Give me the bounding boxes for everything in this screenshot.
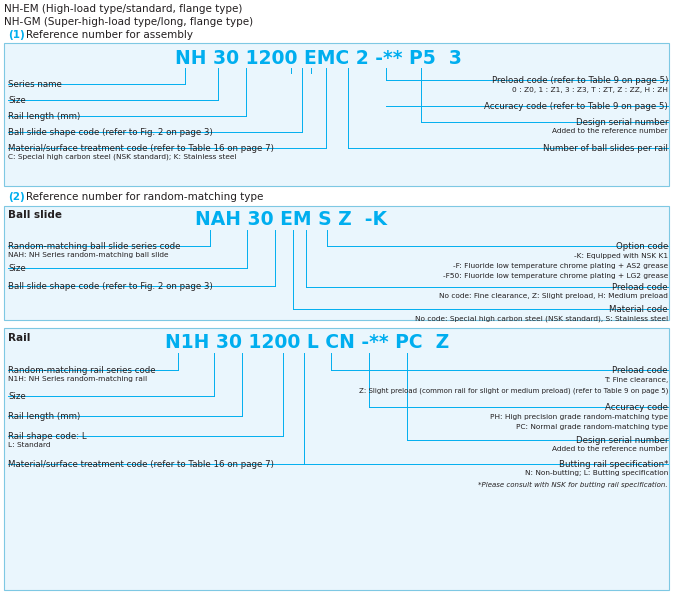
Text: Random-matching ball slide series code: Random-matching ball slide series code [8, 242, 180, 251]
Text: NAH 30 EM S Z  -K: NAH 30 EM S Z -K [195, 210, 387, 229]
Text: N1H: NH Series random-matching rail: N1H: NH Series random-matching rail [8, 376, 147, 382]
Bar [4, 43, 669, 186]
Text: Added to the reference number: Added to the reference number [553, 446, 668, 452]
Text: Z: Slight preload (common rail for slight or medium preload) (refer to Table 9 o: Z: Slight preload (common rail for sligh… [359, 387, 668, 394]
Bar [4, 206, 669, 320]
Text: NH-GM (Super-high-load type/long, flange type): NH-GM (Super-high-load type/long, flange… [4, 17, 253, 27]
Text: Size: Size [8, 392, 26, 401]
Text: Rail shape code: L: Rail shape code: L [8, 432, 87, 441]
Text: (1): (1) [8, 30, 25, 40]
Text: 0 : Z0, 1 : Z1, 3 : Z3, T : ZT, Z : ZZ, H : ZH: 0 : Z0, 1 : Z1, 3 : Z3, T : ZT, Z : ZZ, … [512, 87, 668, 93]
Bar [4, 328, 669, 590]
Text: -F: Fluoride low temperature chrome plating + AS2 grease: -F: Fluoride low temperature chrome plat… [453, 263, 668, 269]
Text: Butting rail specification*: Butting rail specification* [559, 460, 668, 469]
Text: Size: Size [8, 264, 26, 273]
Text: -K: Equipped with NSK K1: -K: Equipped with NSK K1 [574, 253, 668, 259]
Text: Material/surface treatment code (refer to Table 16 on page 7): Material/surface treatment code (refer t… [8, 460, 274, 469]
Text: Size: Size [8, 96, 26, 105]
Text: Option code: Option code [616, 242, 668, 251]
Text: Design serial number: Design serial number [575, 436, 668, 445]
Text: *Please consult with NSK for butting rail specification.: *Please consult with NSK for butting rai… [479, 482, 668, 488]
Text: Rail length (mm): Rail length (mm) [8, 412, 80, 421]
Text: PC: Normal grade random-matching type: PC: Normal grade random-matching type [516, 424, 668, 430]
Text: Design serial number: Design serial number [575, 118, 668, 127]
Text: NAH: NH Series random-matching ball slide: NAH: NH Series random-matching ball slid… [8, 252, 168, 258]
Text: NH-EM (High-load type/standard, flange type): NH-EM (High-load type/standard, flange t… [4, 4, 242, 14]
Text: Random-matching rail series code: Random-matching rail series code [8, 366, 155, 375]
Text: PH: High precision grade random-matching type: PH: High precision grade random-matching… [490, 414, 668, 420]
Text: L: Standard: L: Standard [8, 442, 50, 448]
Text: Preload code (refer to Table 9 on page 5): Preload code (refer to Table 9 on page 5… [491, 76, 668, 85]
Text: Rail: Rail [8, 333, 30, 343]
Text: Accuracy code (refer to Table 9 on page 5): Accuracy code (refer to Table 9 on page … [485, 102, 668, 111]
Text: Number of ball slides per rail: Number of ball slides per rail [543, 144, 668, 153]
Text: Series name: Series name [8, 80, 62, 89]
Text: Added to the reference number: Added to the reference number [553, 128, 668, 134]
Text: C: Special high carbon steel (NSK standard); K: Stainless steel: C: Special high carbon steel (NSK standa… [8, 154, 236, 161]
Text: Accuracy code: Accuracy code [605, 403, 668, 412]
Text: T: Fine clearance,: T: Fine clearance, [604, 377, 668, 383]
Text: No code: Special high carbon steel (NSK standard), S: Stainless steel: No code: Special high carbon steel (NSK … [415, 315, 668, 322]
Text: N1H 30 1200 L CN -** PC  Z: N1H 30 1200 L CN -** PC Z [165, 333, 450, 352]
Text: -F50: Fluoride low temperature chrome plating + LG2 grease: -F50: Fluoride low temperature chrome pl… [443, 273, 668, 279]
Text: Reference number for assembly: Reference number for assembly [26, 30, 193, 40]
Text: NH 30 1200 EMC 2 -** P5  3: NH 30 1200 EMC 2 -** P5 3 [175, 49, 462, 68]
Text: No code: Fine clearance, Z: Slight preload, H: Medium preload: No code: Fine clearance, Z: Slight prelo… [439, 293, 668, 299]
Text: Ball slide shape code (refer to Fig. 2 on page 3): Ball slide shape code (refer to Fig. 2 o… [8, 128, 213, 137]
Text: Preload code: Preload code [612, 283, 668, 292]
Text: (2): (2) [8, 192, 25, 202]
Text: Preload code: Preload code [612, 366, 668, 375]
Text: Material/surface treatment code (refer to Table 16 on page 7): Material/surface treatment code (refer t… [8, 144, 274, 153]
Text: N: Non-butting; L: Butting specification: N: Non-butting; L: Butting specification [525, 470, 668, 476]
Text: Material code: Material code [609, 305, 668, 314]
Text: Ball slide: Ball slide [8, 210, 62, 220]
Text: Rail length (mm): Rail length (mm) [8, 112, 80, 121]
Text: Ball slide shape code (refer to Fig. 2 on page 3): Ball slide shape code (refer to Fig. 2 o… [8, 282, 213, 291]
Text: Reference number for random-matching type: Reference number for random-matching typ… [26, 192, 263, 202]
